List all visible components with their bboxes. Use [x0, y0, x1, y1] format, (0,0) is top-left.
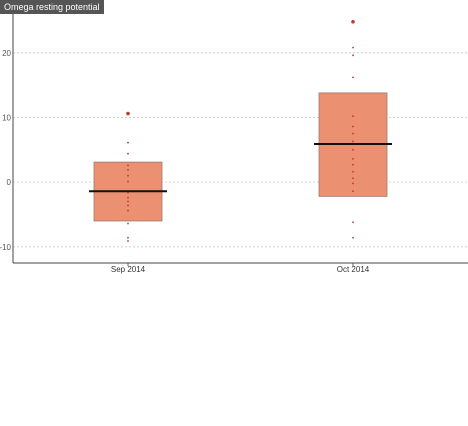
data-point — [352, 177, 354, 180]
data-point — [127, 152, 129, 155]
data-point — [127, 141, 129, 144]
data-point — [352, 125, 354, 128]
data-point — [127, 204, 129, 207]
data-point — [352, 221, 354, 224]
data-point — [352, 157, 354, 160]
data-point — [127, 174, 129, 177]
data-point — [352, 148, 354, 151]
data-point — [352, 182, 354, 185]
data-point — [127, 209, 129, 212]
x-tick-label: Sep 2014 — [111, 265, 146, 274]
data-point — [352, 163, 354, 166]
y-tick-label: 20 — [2, 49, 11, 58]
data-point — [127, 240, 129, 242]
data-point — [352, 190, 354, 193]
data-point — [352, 76, 354, 79]
data-point — [352, 132, 354, 135]
data-point — [352, 54, 354, 57]
outlier-point — [126, 111, 130, 116]
data-point — [352, 115, 354, 118]
data-point — [127, 180, 129, 183]
y-tick-label: 10 — [2, 113, 11, 122]
data-point — [352, 170, 354, 173]
data-point — [352, 236, 354, 239]
y-tick-label: -10 — [0, 243, 12, 252]
data-point — [127, 168, 129, 171]
data-point — [352, 140, 354, 143]
data-point — [127, 222, 129, 225]
x-tick-label: Oct 2014 — [337, 265, 370, 274]
data-point — [352, 46, 354, 49]
outlier-point — [351, 19, 355, 24]
data-point — [127, 164, 129, 167]
data-point — [127, 236, 129, 239]
data-point — [127, 196, 129, 199]
chart-title: Omega resting potential — [0, 0, 104, 14]
data-point — [127, 200, 129, 203]
y-tick-label: 0 — [7, 178, 12, 187]
